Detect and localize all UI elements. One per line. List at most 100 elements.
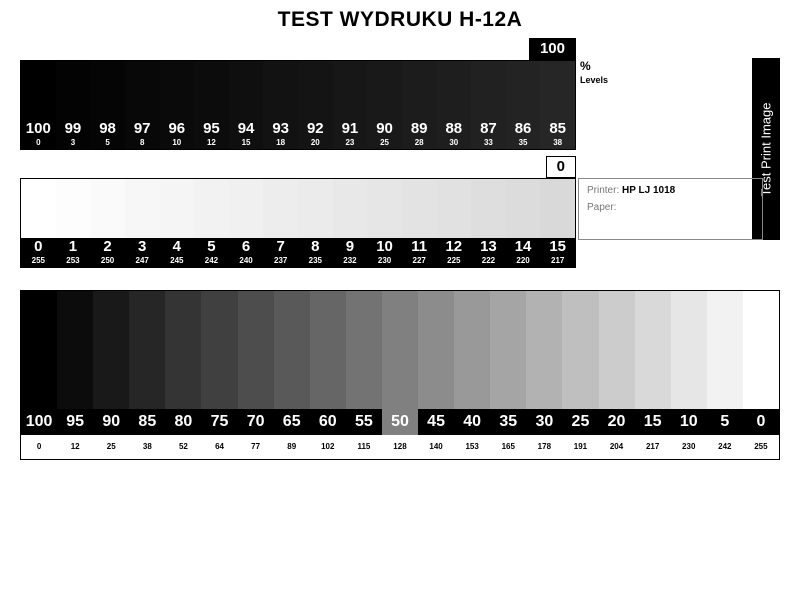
cell-pct: 13	[480, 238, 497, 255]
cell-pct: 20	[608, 413, 626, 431]
cell-pct: 7	[277, 238, 285, 255]
cell-lvl: 204	[610, 440, 623, 454]
cell-footer: 52	[165, 435, 201, 459]
cell-tone	[160, 179, 195, 238]
strip3-cell: 8538	[129, 291, 165, 459]
cell-pct: 1	[69, 238, 77, 255]
cell-pct: 6	[242, 238, 250, 255]
cell-pct: 100	[26, 413, 53, 431]
cell-pct: 0	[756, 413, 765, 431]
cell-lvl: 77	[251, 440, 260, 454]
strip1-cell: 8830	[437, 61, 472, 149]
cell-pct: 88	[445, 120, 462, 137]
cell-pct: 30	[535, 413, 553, 431]
page-title: TEST WYDRUKU H-12A	[0, 0, 800, 32]
strip-light: 0255125322503247424552426240723782359232…	[20, 178, 576, 268]
cell-footer: 89	[274, 435, 310, 459]
cell-lvl: 153	[465, 440, 478, 454]
cell-lvl: 35	[519, 137, 528, 149]
cell-lvl: 20	[311, 137, 320, 149]
cell-lvl: 222	[482, 255, 495, 267]
cell-pct-band: 10	[671, 409, 707, 435]
cell-pct: 95	[203, 120, 220, 137]
cell-footer: 115	[346, 435, 382, 459]
cell-lvl: 89	[287, 440, 296, 454]
cell-pct: 10	[680, 413, 698, 431]
cell-tone	[165, 291, 201, 409]
cell-lvl: 242	[205, 255, 218, 267]
strip1-cell: 8538	[540, 61, 575, 149]
cell-pct: 5	[207, 238, 215, 255]
cell-pct: 87	[480, 120, 497, 137]
cell-lvl: 237	[274, 255, 287, 267]
cell-tone	[229, 179, 264, 238]
cell-pct: 99	[65, 120, 82, 137]
strip1-cell: 9025	[367, 61, 402, 149]
strip2-cell: 10230	[367, 179, 402, 267]
strip1-cell: 993	[56, 61, 91, 149]
strip3-cell: 50128	[382, 291, 418, 459]
cell-pct: 55	[355, 413, 373, 431]
cell-pct-band: 15	[635, 409, 671, 435]
cell-pct: 4	[173, 238, 181, 255]
cell-lvl: 255	[754, 440, 767, 454]
cell-tone	[129, 291, 165, 409]
cell-lvl: 242	[718, 440, 731, 454]
strip2-cell: 3247	[125, 179, 160, 267]
cell-tone	[93, 291, 129, 409]
cell-lvl: 217	[551, 255, 564, 267]
cell-tone	[599, 291, 635, 409]
cell-tone	[57, 291, 93, 409]
cell-footer: 128	[382, 435, 418, 459]
cell-pct-band: 25	[562, 409, 598, 435]
cell-lvl: 115	[357, 440, 370, 454]
cell-lvl: 12	[207, 137, 216, 149]
cell-pct: 15	[644, 413, 662, 431]
cell-tone	[671, 291, 707, 409]
cell-lvl: 38	[553, 137, 562, 149]
cell-pct-band: 90	[93, 409, 129, 435]
cell-lvl: 25	[107, 440, 116, 454]
cell-tone	[382, 291, 418, 409]
strip1-cell: 8928	[402, 61, 437, 149]
cell-footer: 77	[238, 435, 274, 459]
cell-footer: 0	[21, 435, 57, 459]
cell-footer: 230	[671, 435, 707, 459]
strip-light-wrap: 0 02551253225032474245524262407237823592…	[20, 156, 576, 268]
cell-lvl: 247	[136, 255, 149, 267]
cell-footer: 12	[57, 435, 93, 459]
cell-pct-band: 85	[129, 409, 165, 435]
cell-tone	[635, 291, 671, 409]
cell-lvl: 250	[101, 255, 114, 267]
strip3-cell: 8052	[165, 291, 201, 459]
strip1-cell: 9220	[298, 61, 333, 149]
strip3-cell: 10230	[671, 291, 707, 459]
cell-tone	[90, 179, 125, 238]
strip-full: 1000951290258538805275647077658960102551…	[20, 290, 780, 460]
cell-lvl: 220	[516, 255, 529, 267]
cell-pct: 11	[411, 238, 427, 255]
strip2-cell: 0255	[21, 179, 56, 267]
cell-lvl: 38	[143, 440, 152, 454]
cell-pct: 40	[463, 413, 481, 431]
strip2-cell: 14220	[506, 179, 541, 267]
cell-lvl: 64	[215, 440, 224, 454]
cell-pct: 94	[238, 120, 255, 137]
cell-lvl: 232	[343, 255, 356, 267]
strip2-cell: 1253	[56, 179, 91, 267]
strip3-cell: 20 204	[599, 291, 635, 459]
cell-pct: 50	[391, 413, 409, 431]
cell-pct-band: 75	[201, 409, 237, 435]
cell-lvl: 230	[378, 255, 391, 267]
cell-pct-band: 55	[346, 409, 382, 435]
cell-pct: 35	[499, 413, 517, 431]
strip1-corner-label: 100	[529, 38, 576, 60]
strip3-cell: 9025	[93, 291, 129, 459]
cell-pct: 91	[342, 120, 359, 137]
percent-label: %	[580, 58, 608, 74]
cell-pct-band: 35	[490, 409, 526, 435]
cell-tone	[333, 179, 368, 238]
cell-lvl: 10	[172, 137, 181, 149]
cell-pct-band: 5	[707, 409, 743, 435]
strip3-cell: 1000	[21, 291, 57, 459]
